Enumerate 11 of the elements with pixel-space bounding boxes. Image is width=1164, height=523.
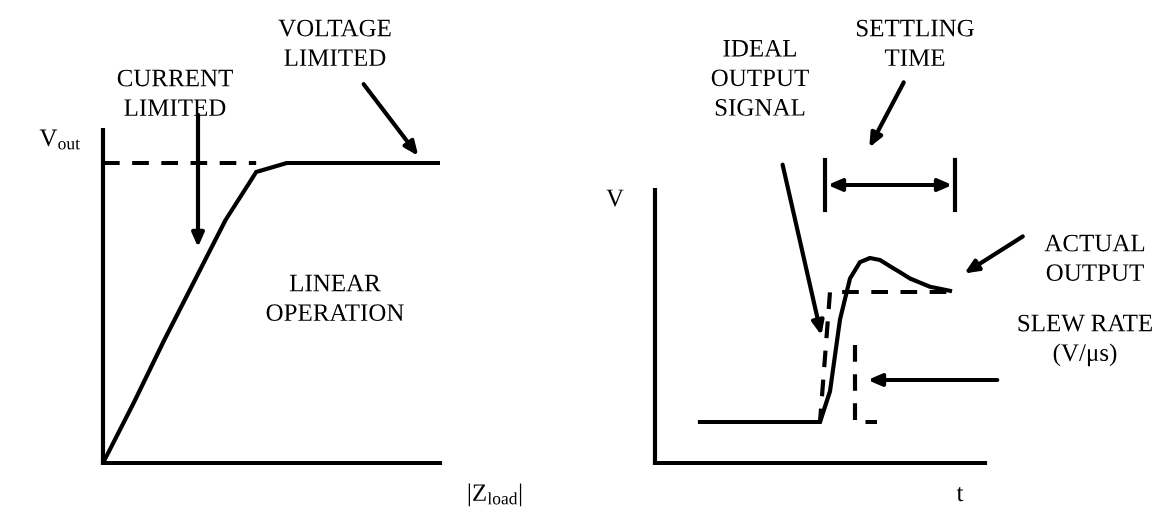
text: ACTUAL OUTPUT [1044,234,1145,282]
text: IDEAL OUTPUT SIGNAL [711,39,809,116]
text: SETTLING TIME [856,19,974,66]
text: SLEW RATE (V/μs) [1018,314,1152,367]
text: VOLTAGE LIMITED [278,19,391,66]
x-axis-title: |Z$_{load}$| [468,483,522,507]
annotation: LINEAR OPERATION [266,274,404,322]
y-axis-title: V$_{out}$ [39,129,80,150]
y-axis-title: V [606,189,624,207]
x-axis-title: t [956,486,964,502]
text: CURRENT LIMITED [117,69,233,116]
